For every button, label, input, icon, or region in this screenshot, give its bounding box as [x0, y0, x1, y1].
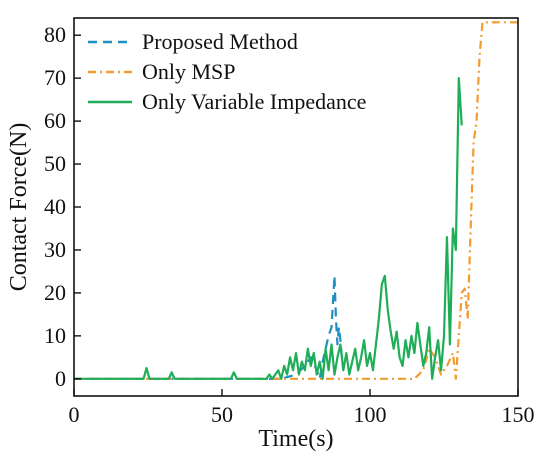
y-tick-label: 20 — [44, 280, 66, 305]
legend-label-0: Proposed Method — [142, 29, 298, 54]
x-tick-label: 100 — [354, 402, 387, 427]
x-axis-label: Time(s) — [258, 426, 333, 452]
y-tick-label: 10 — [44, 323, 66, 348]
plot-lines — [74, 21, 518, 380]
x-tick-label: 50 — [211, 402, 233, 427]
y-tick-label: 60 — [44, 108, 66, 133]
y-tick-label: 80 — [44, 22, 66, 47]
y-tick-label: 70 — [44, 65, 66, 90]
legend: Proposed Method Only MSP Only Variable Imp… — [88, 29, 366, 114]
y-tick-label: 0 — [55, 366, 66, 391]
legend-label-1: Only MSP — [142, 59, 236, 84]
y-axis-label: Contact Force(N) — [6, 123, 32, 292]
x-tick-label: 150 — [502, 402, 535, 427]
series-line-2 — [74, 77, 463, 380]
axis-ticks: 0 50 100 150 0 10 20 30 40 50 60 70 80 — [44, 22, 535, 427]
plot-frame — [73, 17, 519, 397]
y-tick-label: 30 — [44, 237, 66, 262]
legend-label-2: Only Variable Impedance — [142, 89, 366, 114]
x-tick-label: 0 — [69, 402, 80, 427]
y-tick-label: 40 — [44, 194, 66, 219]
y-tick-label: 50 — [44, 151, 66, 176]
